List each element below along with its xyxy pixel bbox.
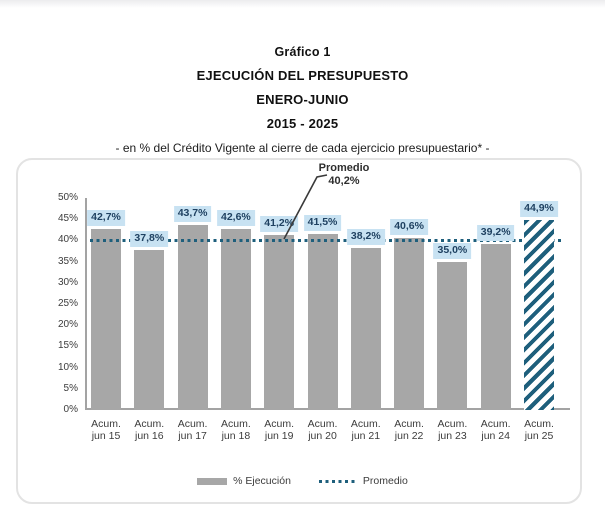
x-label-jun-25: Acum. jun 25 — [524, 418, 554, 442]
x-label-jun-20: Acum. jun 20 — [307, 418, 338, 442]
y-tick-15: 15% — [57, 340, 78, 352]
y-tick-5: 5% — [63, 382, 78, 394]
promedio-dotted-line — [90, 238, 562, 242]
bar-jun-17 — [177, 224, 208, 410]
legend-item-promedio: Promedio — [318, 475, 408, 487]
value-label-jun-22: 40,6% — [390, 218, 428, 235]
chart-subtitle: - en % del Crédito Vigente al cierre de … — [115, 141, 490, 155]
x-label-jun-18: Acum. jun 18 — [221, 418, 251, 442]
bar-jun-20 — [307, 234, 338, 410]
x-label-jun-22: Acum. jun 22 — [394, 418, 424, 442]
y-tick-50: 50% — [57, 192, 78, 203]
promedio-annotation-value: 40,2% — [328, 175, 360, 187]
x-label-jun-21: Acum. jun 21 — [350, 418, 381, 442]
y-tick-25: 25% — [57, 298, 78, 309]
value-label-jun-18: 42,6% — [217, 210, 255, 227]
chart-title-line-3: ENERO-JUNIO — [256, 92, 349, 107]
value-label-jun-23: 35,0% — [433, 242, 472, 259]
y-tick-0: 0% — [63, 404, 78, 415]
legend-item-ejecucion: % Ejecución — [197, 475, 291, 487]
promedio-annotation-label: Promedio — [318, 162, 370, 174]
bar-jun-25 — [524, 219, 554, 410]
y-tick-35: 35% — [57, 255, 78, 267]
value-label-jun-21: 38,2% — [346, 229, 385, 246]
chart-title-line-4: 2015 - 2025 — [266, 116, 339, 131]
bar-jun-16 — [134, 249, 165, 410]
x-label-jun-24: Acum. jun 24 — [480, 418, 511, 442]
bar-jun-18 — [220, 229, 251, 410]
legend-label-promedio: Promedio — [362, 475, 408, 487]
value-label-jun-25: 44,9% — [520, 200, 558, 217]
bar-jun-22 — [394, 237, 425, 410]
bar-jun-15 — [91, 228, 121, 410]
value-label-jun-24: 39,2% — [476, 224, 515, 241]
bar-jun-21 — [350, 248, 381, 410]
y-tick-10: 10% — [57, 361, 78, 373]
value-label-jun-15: 42,7% — [87, 209, 125, 226]
value-label-jun-16: 37,8% — [130, 230, 169, 247]
promedio-annotation: Promedio 40,2% — [319, 162, 370, 188]
x-label-jun-23: Acum. jun 23 — [437, 418, 468, 442]
x-label-jun-17: Acum. jun 17 — [177, 418, 208, 442]
page-top-edge — [0, 0, 605, 8]
chart-legend: % Ejecución Promedio — [0, 475, 605, 487]
value-label-jun-17: 43,7% — [173, 205, 212, 222]
bar-jun-24 — [480, 243, 511, 410]
bar-jun-23 — [437, 261, 468, 410]
value-label-jun-20: 41,5% — [303, 215, 342, 232]
x-label-jun-16: Acum. jun 16 — [134, 418, 165, 442]
y-tick-30: 30% — [57, 276, 78, 288]
bar-swatch-icon — [197, 477, 228, 485]
bar-jun-19 — [264, 235, 295, 410]
y-tick-20: 20% — [57, 319, 78, 331]
y-tick-45: 45% — [57, 213, 78, 225]
chart-title-block: Gráfico 1 EJECUCIÓN DEL PRESUPUESTO ENER… — [0, 40, 605, 158]
x-label-jun-19: Acum. jun 19 — [264, 418, 295, 442]
chart-title-line-2: EJECUCIÓN DEL PRESUPUESTO — [196, 68, 409, 83]
dotted-line-swatch-icon — [318, 479, 357, 483]
chart-frame — [16, 158, 582, 504]
x-label-jun-15: Acum. jun 15 — [91, 418, 121, 442]
value-label-jun-19: 41,2% — [260, 216, 299, 233]
legend-label-ejecucion: % Ejecución — [233, 475, 291, 487]
chart-title-line-1: Gráfico 1 — [274, 45, 331, 59]
y-tick-40: 40% — [57, 234, 78, 246]
